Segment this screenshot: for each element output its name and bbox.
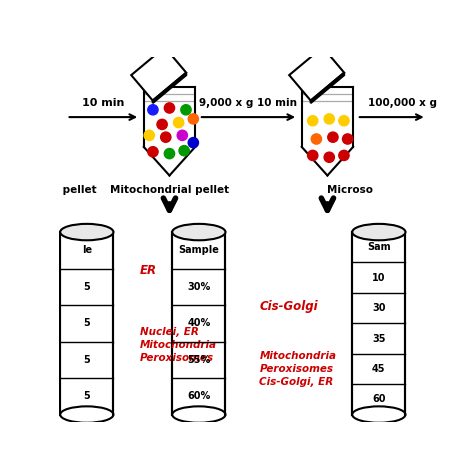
Circle shape bbox=[324, 152, 334, 163]
Circle shape bbox=[164, 148, 174, 159]
Polygon shape bbox=[310, 73, 344, 103]
Text: 5: 5 bbox=[83, 282, 90, 292]
Text: Sample: Sample bbox=[178, 246, 219, 255]
Text: Mitochondrial pellet: Mitochondrial pellet bbox=[110, 185, 229, 195]
Text: 100,000 x g: 100,000 x g bbox=[368, 98, 437, 108]
Circle shape bbox=[324, 114, 334, 124]
Circle shape bbox=[188, 114, 199, 124]
Polygon shape bbox=[352, 232, 405, 415]
Polygon shape bbox=[131, 47, 186, 100]
Text: Microso: Microso bbox=[328, 185, 374, 195]
Circle shape bbox=[328, 132, 338, 142]
Circle shape bbox=[311, 134, 321, 144]
Circle shape bbox=[339, 116, 349, 126]
Ellipse shape bbox=[172, 224, 226, 240]
Circle shape bbox=[181, 105, 191, 115]
Text: 60: 60 bbox=[372, 394, 385, 404]
Text: le: le bbox=[82, 246, 92, 255]
Polygon shape bbox=[60, 232, 113, 415]
Circle shape bbox=[308, 150, 318, 161]
Text: 30%: 30% bbox=[187, 282, 210, 292]
Text: Cis-Golgi: Cis-Golgi bbox=[259, 301, 318, 313]
Text: 5: 5 bbox=[83, 355, 90, 365]
Circle shape bbox=[343, 134, 353, 144]
Circle shape bbox=[157, 119, 167, 129]
Text: 45: 45 bbox=[372, 364, 385, 374]
Circle shape bbox=[173, 118, 184, 128]
Text: 60%: 60% bbox=[187, 392, 210, 401]
Circle shape bbox=[148, 146, 158, 157]
Ellipse shape bbox=[352, 224, 405, 240]
Circle shape bbox=[148, 105, 158, 115]
Circle shape bbox=[339, 150, 349, 161]
Polygon shape bbox=[153, 73, 186, 103]
Text: 5: 5 bbox=[83, 319, 90, 328]
Circle shape bbox=[177, 130, 187, 140]
Polygon shape bbox=[289, 47, 344, 100]
Text: 5: 5 bbox=[83, 392, 90, 401]
Circle shape bbox=[161, 132, 171, 142]
Text: 9,000 x g 10 min: 9,000 x g 10 min bbox=[200, 98, 298, 108]
Ellipse shape bbox=[60, 224, 113, 240]
Circle shape bbox=[164, 103, 174, 113]
Text: 10: 10 bbox=[372, 273, 385, 283]
Text: 35: 35 bbox=[372, 334, 385, 344]
Text: pellet: pellet bbox=[59, 185, 97, 195]
Text: ER: ER bbox=[140, 264, 157, 277]
Circle shape bbox=[179, 146, 189, 156]
Ellipse shape bbox=[60, 406, 113, 423]
Text: 40%: 40% bbox=[187, 319, 210, 328]
Text: Sam: Sam bbox=[367, 242, 391, 252]
Circle shape bbox=[188, 137, 199, 148]
Circle shape bbox=[308, 116, 318, 126]
Text: Nuclei, ER
Mitochondria
Peroxisomes: Nuclei, ER Mitochondria Peroxisomes bbox=[140, 327, 217, 364]
Circle shape bbox=[144, 130, 155, 140]
Polygon shape bbox=[172, 232, 226, 415]
Text: 10 min: 10 min bbox=[82, 98, 125, 108]
Text: 30: 30 bbox=[372, 303, 385, 313]
Ellipse shape bbox=[352, 406, 405, 423]
Text: Mitochondria
Peroxisomes
Cis-Golgi, ER: Mitochondria Peroxisomes Cis-Golgi, ER bbox=[259, 351, 337, 387]
Text: 55%: 55% bbox=[187, 355, 210, 365]
Ellipse shape bbox=[172, 406, 226, 423]
